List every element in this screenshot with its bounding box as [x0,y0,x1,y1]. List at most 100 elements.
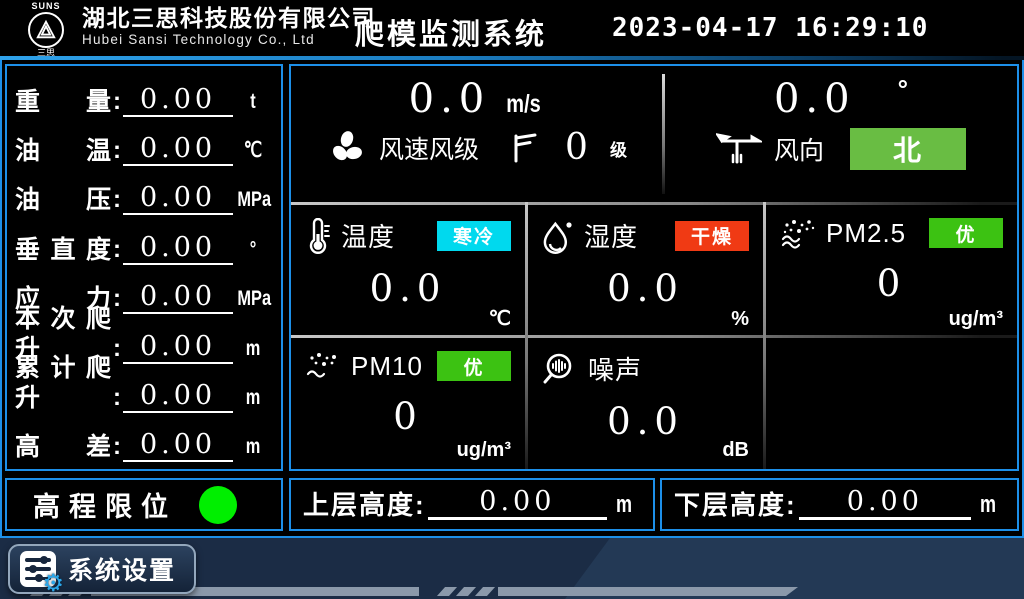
lower-height-unit: m [979,491,997,518]
pm25-cell: PM2.5 优 0 ug/m³ [766,205,1017,335]
row-label: 垂直度 [15,235,111,264]
humidity-label: 湿度 [584,222,639,252]
measurement-row-oil-temp: 油温: 0.00 ℃ [15,122,273,167]
row-colon: : [113,137,121,165]
fan-icon [333,131,362,161]
row-value: 0.00 [123,134,233,167]
wind-level-unit: 级 [609,140,627,160]
humidity-unit: % [731,308,749,330]
humidity-value: 0.0 [607,267,684,310]
empty-cell [766,338,1017,466]
measurement-row-verticality: 垂直度: 0.00 ° [15,221,273,265]
grid-line [291,202,1017,205]
pm10-badge: 优 [437,351,511,381]
suns-logo-icon [28,12,64,48]
company-name-en: Hubei Sansi Technology Co., Ltd [82,32,315,47]
logo-text-sansi: 三思 [36,48,55,58]
noise-magnifier-icon [543,353,572,383]
dust-icon [306,353,336,378]
row-unit: t [250,89,256,113]
humidity-badge: 干燥 [675,220,749,251]
row-value: 0.00 [123,232,233,265]
temperature-badge: 寒冷 [437,220,511,251]
temperature-label: 温度 [341,222,396,252]
row-value: 0.00 [123,380,233,413]
row-unit: ℃ [243,139,263,163]
pm10-cell: PM10 优 0 ug/m³ [291,338,525,466]
elevation-limit-panel: 高程限位 [5,478,283,531]
row-label: 累计爬升 [15,353,111,412]
row-label: 高差 [15,433,111,462]
wind-direction-unit: ° [897,74,909,104]
row-colon: : [113,383,121,411]
pm25-value: 0 [876,262,907,305]
upper-height-label: 上层高度: [303,490,426,520]
row-unit: MPa [237,287,272,311]
header: SUNS 三思 湖北三思科技股份有限公司 Hubei Sansi Technol… [0,0,1024,58]
measurement-row-weight: 重量: 0.00 t [15,73,273,117]
grid-line [763,202,766,469]
grid-line [525,202,528,469]
row-colon: : [113,186,121,214]
temperature-value: 0.0 [369,267,447,310]
row-colon: : [113,285,121,313]
pm10-value: 0 [393,395,423,438]
wind-speed-unit: m/s [506,90,542,118]
measurement-row-current-climb: 本次爬升: 0.00 m [15,305,273,364]
row-value: 0.00 [123,183,233,216]
wind-speed-section: 0.0 m/s 风速风级 0 级 [291,66,663,202]
footer-bar: ⚙ 系统设置 [0,538,1024,599]
pm10-label: PM10 [351,350,423,381]
measurement-panel: 重量: 0.00 t 油温: 0.00 ℃ 油压: 0.00 MPa 垂直度: … [5,64,283,471]
row-label: 重量 [15,87,111,116]
sliders-gear-icon: ⚙ [20,551,64,596]
row-label: 本次爬升 [15,304,111,363]
page-title: 爬模监测系统 [355,19,548,51]
row-value: 0.00 [123,282,233,315]
company-name: 湖北三思科技股份有限公司 Hubei Sansi Technology Co.,… [82,5,376,49]
row-label: 油温 [15,137,111,166]
row-value: 0.00 [123,331,233,364]
measurement-row-stress: 应力: 0.00 MPa [15,270,273,315]
wind-speed-label: 风速风级 [379,136,480,164]
wind-direction-value: 0.0 [773,76,856,122]
row-colon: : [113,235,121,263]
row-unit: m [245,385,261,409]
row-label: 应力 [15,285,111,314]
datetime-display: 2023-04-17 16:29:10 [612,13,929,43]
measurement-row-total-climb: 累计爬升: 0.00 m [15,354,273,413]
row-label: 油压 [15,186,111,215]
gear-icon: ⚙ [42,570,64,597]
lower-height-value: 0.00 [798,487,971,520]
wind-direction-section: 0.0 ° 风向 北 [665,66,1017,202]
system-settings-button[interactable]: ⚙ 系统设置 [8,544,197,596]
humidity-cell: 湿度 干燥 0.0 % [528,205,763,335]
thermometer-icon [309,217,330,254]
wind-section-divider [662,74,665,194]
environment-panel: 0.0 m/s 风速风级 0 级 [289,64,1019,471]
pm25-unit: ug/m³ [948,308,1003,330]
wind-direction-badge: 北 [850,128,966,170]
row-unit: m [245,336,261,360]
wind-speed-value: 0.0 [408,76,491,122]
grid-line [291,335,1017,338]
wind-level-icon [514,133,537,163]
row-unit: ° [249,237,257,261]
temperature-cell: 温度 寒冷 0.0 ℃ [291,205,525,335]
pm25-label: PM2.5 [826,217,907,248]
upper-height-panel: 上层高度: 0.00 m [289,478,655,531]
upper-height-unit: m [615,491,633,518]
row-unit: MPa [237,188,272,212]
footer-stripes [29,587,798,596]
elevation-limit-label: 高程限位 [33,492,177,522]
environment-grid: 温度 寒冷 0.0 ℃ 湿度 干燥 0.0 % [291,202,1017,469]
row-unit: m [245,435,261,459]
row-value: 0.00 [123,430,233,463]
row-value: 0.00 [123,84,233,117]
measurement-row-oil-pressure: 油压: 0.00 MPa [15,171,273,216]
logo-text-suns: SUNS [31,1,61,11]
pm25-badge: 优 [929,218,1003,248]
system-settings-label: 系统设置 [68,557,177,585]
noise-label: 噪声 [588,355,643,385]
row-colon: : [113,433,121,461]
